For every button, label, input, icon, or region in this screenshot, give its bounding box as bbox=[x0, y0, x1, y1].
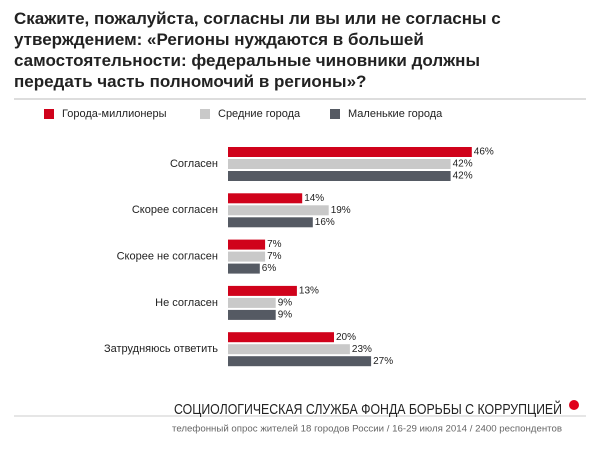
bar bbox=[228, 309, 276, 320]
bar bbox=[228, 263, 260, 274]
value-label: 9% bbox=[278, 298, 293, 309]
legend-label: Средние города bbox=[218, 108, 301, 120]
bar bbox=[228, 285, 297, 296]
category-label: Согласен bbox=[170, 158, 218, 170]
bar bbox=[228, 332, 334, 343]
legend-label: Города-миллионеры bbox=[62, 108, 167, 120]
category-label: Затрудняюсь ответить bbox=[104, 343, 218, 355]
logo-dot bbox=[569, 400, 579, 410]
bar bbox=[228, 344, 350, 355]
source: телефонный опрос жителей 18 городов Росс… bbox=[172, 424, 562, 435]
value-label: 20% bbox=[336, 332, 356, 343]
bar bbox=[228, 159, 451, 169]
bar bbox=[228, 205, 329, 216]
bar bbox=[228, 239, 266, 250]
chart-title: Скажите, пожалуйста, согласны ли вы или … bbox=[14, 9, 501, 91]
value-label: 7% bbox=[267, 251, 282, 262]
value-label: 7% bbox=[267, 239, 282, 250]
legend-swatch bbox=[330, 109, 340, 119]
footer: СОЦИОЛОГИЧЕСКАЯ СЛУЖБА ФОНДА БОРЬБЫ С КО… bbox=[174, 400, 562, 418]
bar bbox=[228, 171, 451, 181]
bar bbox=[228, 251, 266, 262]
bar bbox=[228, 297, 276, 308]
category-label: Не согласен bbox=[155, 297, 218, 309]
value-label: 14% bbox=[304, 193, 324, 204]
value-label: 46% bbox=[474, 147, 494, 158]
category-label: Скорее не согласен bbox=[117, 251, 218, 263]
value-label: 27% bbox=[373, 356, 393, 367]
value-label: 42% bbox=[453, 159, 473, 170]
legend-label: Маленькие города bbox=[348, 108, 443, 120]
value-label: 13% bbox=[299, 286, 319, 297]
value-label: 23% bbox=[352, 344, 372, 355]
bar bbox=[228, 193, 303, 204]
bar bbox=[228, 147, 472, 157]
value-label: 9% bbox=[278, 310, 293, 321]
value-label: 19% bbox=[331, 205, 351, 216]
value-label: 42% bbox=[453, 171, 473, 182]
bar bbox=[228, 217, 313, 228]
legend-swatch bbox=[44, 109, 54, 119]
legend-swatch bbox=[200, 109, 210, 119]
bar bbox=[228, 356, 372, 367]
value-label: 16% bbox=[315, 217, 335, 228]
category-label: Скорее согласен bbox=[132, 204, 218, 216]
value-label: 6% bbox=[262, 263, 277, 274]
